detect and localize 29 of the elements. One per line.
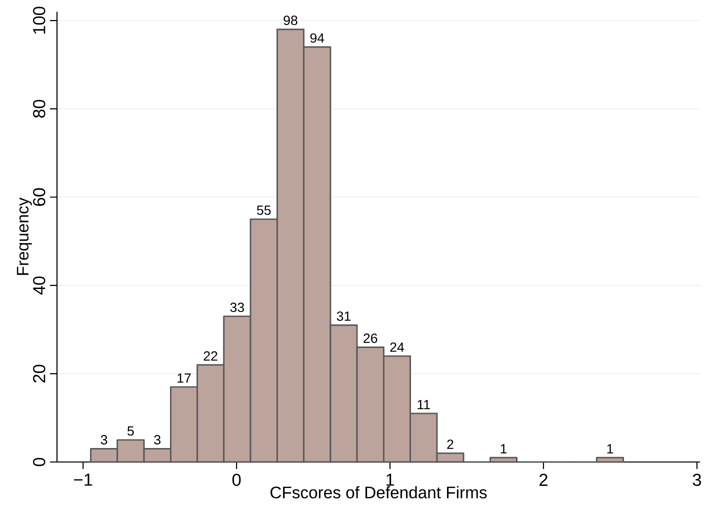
- y-tick-label: 40: [33, 276, 46, 295]
- x-tick-label: 0: [232, 474, 241, 486]
- data-label: 5: [128, 426, 134, 436]
- data-label: 33: [230, 302, 244, 312]
- data-label: 1: [500, 444, 507, 454]
- data-label: 55: [256, 206, 271, 215]
- y-axis-title: Frequency: [16, 198, 32, 275]
- y-tick-label: 100: [33, 6, 46, 34]
- data-label: 26: [364, 334, 378, 343]
- data-label: 3: [154, 435, 160, 444]
- data-label: 31: [336, 311, 351, 321]
- data-label: 17: [178, 374, 191, 383]
- data-label: 24: [390, 342, 404, 352]
- y-tick-label: 0: [33, 458, 46, 466]
- x-tick-label: 1: [386, 474, 394, 486]
- y-tick-label: 20: [33, 364, 46, 382]
- data-label: 22: [204, 351, 218, 361]
- x-tick-label: −1: [74, 474, 92, 486]
- data-label: 94: [310, 33, 324, 43]
- data-label: 2: [447, 440, 454, 449]
- x-tick-label: 2: [540, 474, 548, 486]
- data-label: 11: [418, 400, 430, 410]
- x-axis-title: CFscores of Defendant Firms: [270, 486, 487, 498]
- data-label: 1: [607, 444, 614, 454]
- data-label: 98: [284, 16, 298, 26]
- data-label: 3: [100, 435, 108, 444]
- y-tick-label: 80: [33, 100, 46, 118]
- x-tick-label: 3: [692, 474, 701, 486]
- y-tick-label: 60: [33, 188, 46, 206]
